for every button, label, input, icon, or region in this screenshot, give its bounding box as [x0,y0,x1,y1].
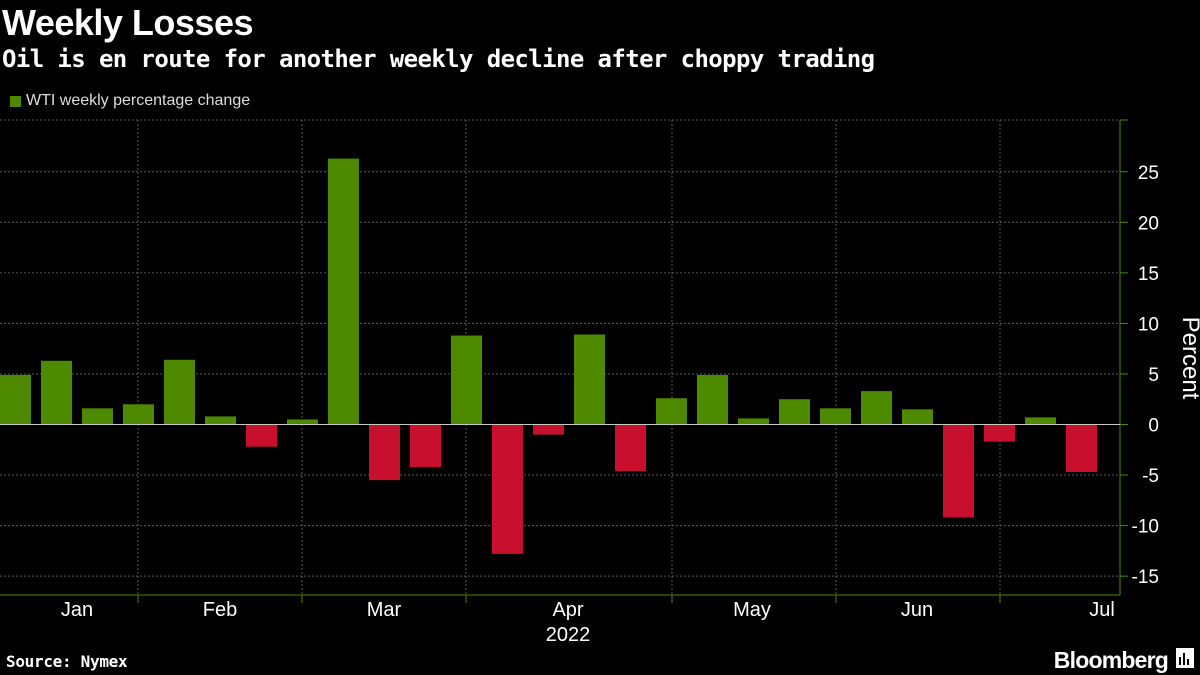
bar [820,408,851,425]
y-tick-label: 10 [1138,314,1159,335]
bar [492,424,523,554]
bar [369,424,400,481]
y-tick-label: 0 [1148,416,1159,437]
x-tick-label: Feb [203,599,237,621]
bar [574,334,605,425]
bar [533,424,564,435]
y-tick-label: 20 [1138,213,1159,234]
bar [861,391,892,425]
bar [246,424,277,447]
x-axis-year-label: 2022 [546,624,591,646]
x-tick-label: Mar [367,599,402,621]
y-axis-label: Percent [1177,317,1200,400]
y-tick-label: -5 [1142,466,1159,487]
chart-subtitle: Oil is en route for another weekly decli… [2,45,875,73]
grid-lines [0,119,1120,595]
legend-swatch [10,95,21,107]
bar [615,424,646,472]
bar [82,408,113,425]
bar [738,418,769,425]
bar [328,158,359,425]
bar [41,360,72,425]
bar [205,416,236,425]
y-tick-label: 5 [1148,365,1159,386]
bar [779,399,810,425]
bar [984,424,1015,442]
bar [451,335,482,425]
bar [164,359,195,425]
x-tick-label: Jan [61,599,93,621]
y-tick-label: 15 [1138,264,1159,285]
bar [1066,424,1097,473]
bar [1025,417,1056,425]
bar [0,374,31,425]
source-note: Source: Nymex [6,652,128,671]
legend-label: WTI weekly percentage change [26,92,251,109]
x-tick-label: May [733,599,771,621]
x-tick-label: Jun [901,599,933,621]
x-tick-label: Apr [552,599,583,621]
x-tick-label: Jul [1089,599,1115,621]
y-tick-label: -10 [1132,517,1159,538]
bar [697,374,728,425]
bar [287,419,318,425]
y-tick-label: 25 [1138,163,1159,184]
bar [656,398,687,425]
bar [902,409,933,425]
bar [410,424,441,467]
y-tick-label: -15 [1132,567,1159,588]
legend: WTI weekly percentage change [10,92,250,110]
chart-title: Weekly Losses [2,2,253,43]
bloomberg-terminal-icon [1176,648,1194,668]
axes: -15 -10 -5 0 5 10 15 20 25 Jan Feb Mar Apr May Jun Jul [0,119,1159,621]
bar [123,404,154,425]
bar [943,424,974,518]
bloomberg-logo: Bloomberg [1053,647,1169,673]
bars [0,158,1097,554]
